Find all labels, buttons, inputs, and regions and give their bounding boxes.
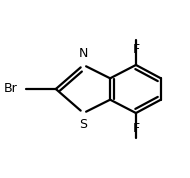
Text: F: F [132, 122, 139, 135]
Text: S: S [79, 118, 87, 131]
Text: N: N [79, 47, 88, 60]
Text: F: F [132, 43, 139, 56]
Text: Br: Br [4, 82, 17, 96]
